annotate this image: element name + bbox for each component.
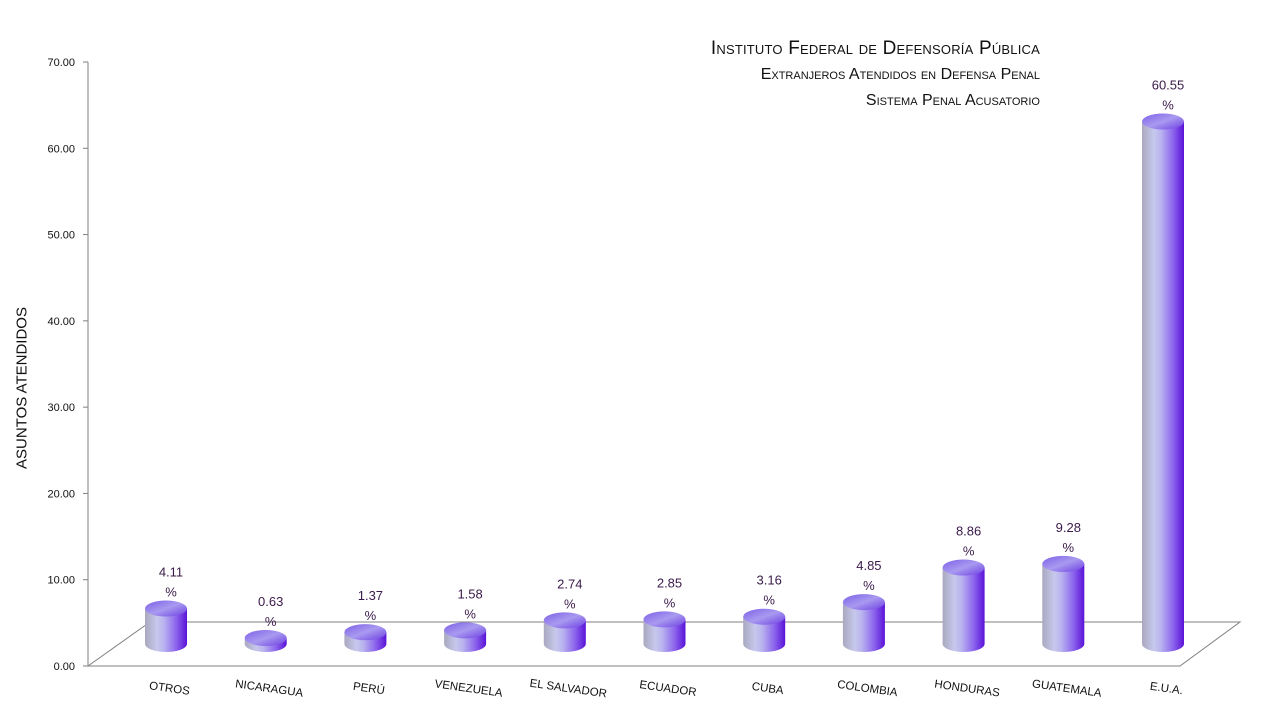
y-tick-label: 50.00 [47, 230, 75, 242]
x-tick-label: ECUADOR [639, 679, 698, 699]
y-ticks: 0.00 10.00 20.00 30.00 40.00 50.00 60.00 70.00 [47, 57, 88, 673]
data-label: 0.63% [258, 594, 283, 629]
bar [842, 594, 885, 652]
data-label: 3.16% [757, 573, 782, 608]
chart-subtitle: Extranjeros Atendidos en Defensa Penal [760, 66, 1040, 83]
data-label: 1.58% [457, 586, 482, 621]
bar [244, 630, 287, 652]
x-tick-label: HONDURAS [934, 679, 1001, 700]
bar [643, 611, 686, 652]
bar-top [344, 624, 387, 641]
bar-body [842, 602, 885, 652]
bar-top [743, 608, 786, 625]
data-labels: 4.11 % 0.63 % 1.37 % 1.58 % 2.74 % 2.85 % 3.16 % 4.85%… [159, 78, 1184, 629]
data-label: 60.55% [1152, 78, 1185, 113]
x-tick-label: COLOMBIA [836, 679, 898, 699]
data-label: 2.74% [557, 576, 582, 611]
bar [743, 608, 786, 652]
y-tick-label: 30.00 [47, 402, 75, 414]
bar [1142, 113, 1184, 653]
y-axis-label: ASUNTOS ATENDIDOS [13, 307, 31, 469]
bar-top [842, 594, 885, 611]
bar [444, 622, 487, 652]
bar-top [543, 612, 586, 629]
bar [543, 612, 586, 652]
chart-title-block: Instituto Federal de Defensoría Pública … [711, 36, 1040, 114]
bar [1042, 555, 1085, 652]
x-tick-label: VENEZUELA [434, 678, 504, 699]
chart-subtitle-2: Sistema Penal Acusatorio [865, 92, 1040, 109]
bar-body [1042, 563, 1085, 652]
x-tick-label: EL SALVADOR [529, 678, 608, 701]
bar-top [145, 600, 187, 617]
x-tick-label: OTROS [148, 680, 190, 698]
bar-body [543, 620, 586, 652]
bar-body [643, 619, 686, 652]
y-tick-label: 70.00 [47, 57, 75, 69]
bar-top [643, 611, 686, 628]
y-tick-label: 10.00 [47, 575, 75, 587]
bar-body [145, 608, 187, 652]
data-label: 1.37% [358, 588, 383, 623]
bar-top [244, 630, 287, 646]
y-tick-label: 0.00 [54, 661, 75, 673]
floor-outline [87, 621, 1242, 667]
x-tick-label: E.U.A. [1149, 681, 1184, 698]
bar-body [743, 616, 786, 652]
data-label: 9.28% [1056, 520, 1081, 555]
bar-top [1142, 113, 1184, 130]
bar [942, 559, 985, 652]
bars [145, 113, 1184, 653]
axes [87, 62, 1242, 667]
x-tick-label: PERÚ [352, 680, 385, 697]
data-label: 8.86% [956, 524, 981, 559]
data-label: 4.11% [159, 565, 183, 600]
bar-top [1042, 555, 1085, 572]
x-tick-labels: OTROS NICARAGUA PERÚ VENEZUELA EL SALVADOR EC… [148, 678, 1183, 701]
data-label: 4.85% [856, 558, 881, 593]
bar-body [942, 567, 985, 652]
bar [145, 600, 187, 652]
x-tick-label: CUBA [751, 681, 785, 697]
y-tick-label: 60.00 [47, 143, 75, 155]
data-label: 2.85% [657, 575, 682, 610]
bar [344, 624, 387, 652]
bar-body [1142, 121, 1184, 653]
bar-top [444, 622, 487, 639]
x-tick-label: GUATEMALA [1031, 678, 1102, 700]
x-tick-label: NICARAGUA [234, 678, 304, 699]
chart-title: Instituto Federal de Defensoría Pública [710, 38, 1040, 59]
bar-top [942, 559, 985, 576]
y-tick-label: 20.00 [47, 488, 75, 500]
y-tick-label: 40.00 [47, 316, 75, 328]
